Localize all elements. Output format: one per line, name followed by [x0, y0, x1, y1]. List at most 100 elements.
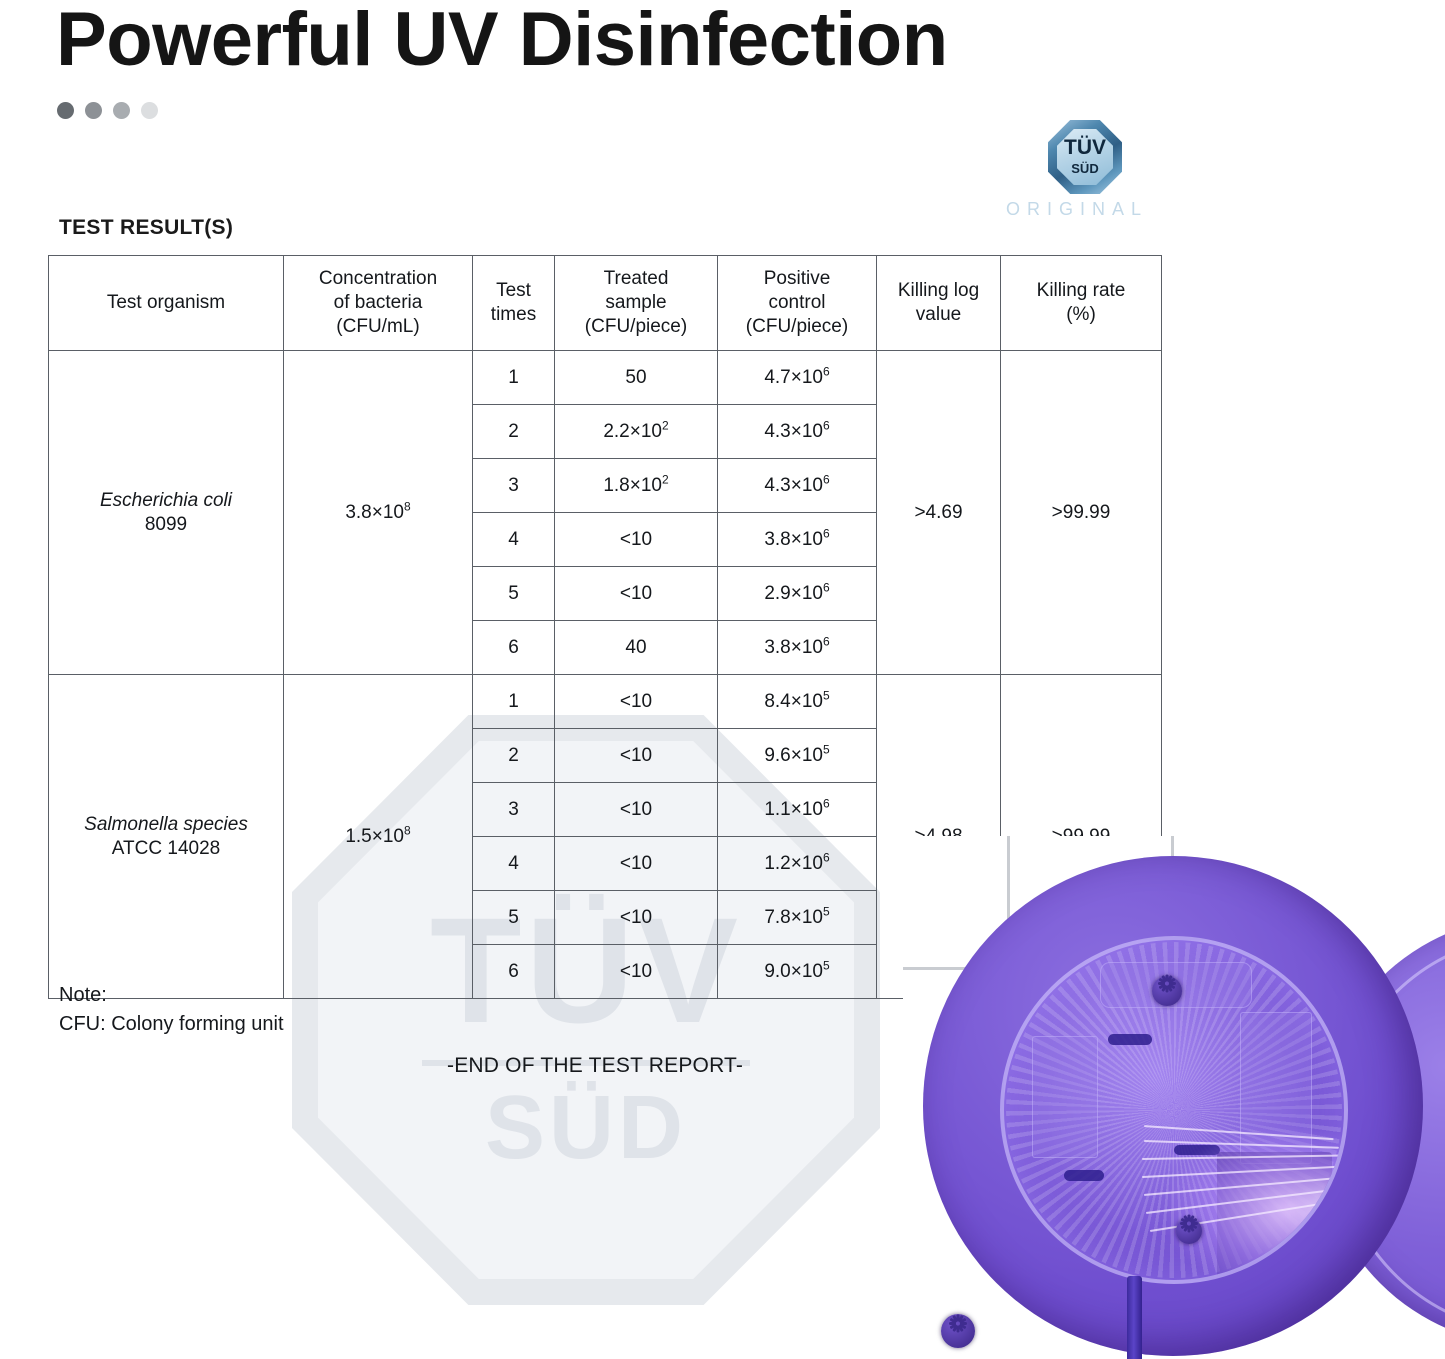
positive-control-cell: 7.8×105	[717, 890, 877, 945]
treated-sample-value: <10	[619, 798, 653, 820]
note-label: Note:	[59, 984, 107, 1006]
blue-pipe-2	[1064, 1170, 1104, 1181]
dot-2[interactable]	[85, 102, 102, 119]
killing-rate-cell: >99.99	[1000, 350, 1162, 675]
treated-sample-value: <10	[619, 690, 653, 712]
test-time-cell: 5	[472, 890, 555, 945]
exponent: 8	[403, 823, 411, 838]
dot-4[interactable]	[141, 102, 158, 119]
test-time-cell: 6	[472, 620, 555, 675]
treated-sample-value: 50	[625, 366, 647, 388]
treated-sample-cell: <10	[554, 836, 718, 891]
table-row: 4 <10 1.2×106	[49, 836, 1162, 891]
column-header-7: Killing rate (%)	[1000, 255, 1162, 351]
device-stem	[1127, 1276, 1142, 1359]
exponent: 5	[822, 904, 830, 919]
column-header-3: Test times	[472, 255, 555, 351]
positive-control-value: 8.4×105	[764, 688, 830, 712]
positive-control-cell: 8.4×105	[717, 674, 877, 729]
table-row: 5 <10 7.8×105	[49, 890, 1162, 945]
table-row: 6 40 3.8×106	[49, 620, 1162, 675]
positive-control-value: 3.8×106	[764, 526, 830, 550]
treated-sample-cell: <10	[554, 512, 718, 567]
exponent: 6	[822, 580, 830, 595]
positive-control-cell: 4.7×106	[717, 350, 877, 405]
column-header-line: sample	[605, 292, 667, 313]
organism-name: Salmonella species	[84, 813, 248, 835]
treated-sample-cell: <10	[554, 566, 718, 621]
column-header-line: control	[768, 292, 826, 313]
organism-strain: 8099	[144, 513, 188, 535]
positive-control-value: 7.8×105	[764, 904, 830, 928]
test-time-cell: 5	[472, 566, 555, 621]
organism-cell: Salmonella species ATCC 14028	[48, 674, 284, 999]
column-header-line: (CFU/mL)	[336, 316, 420, 337]
positive-control-value: 4.3×106	[764, 418, 830, 442]
treated-sample-cell: <10	[554, 890, 718, 945]
note-text: CFU: Colony forming unit	[59, 1013, 284, 1035]
exponent: 5	[822, 958, 830, 973]
transparent-lid	[1000, 936, 1348, 1284]
positive-control-cell: 2.9×106	[717, 566, 877, 621]
exponent: 6	[822, 796, 830, 811]
exponent: 6	[822, 526, 830, 541]
treated-sample-value: 40	[625, 636, 647, 658]
table-row: 6 <10 9.0×105	[49, 944, 1162, 999]
positive-control-cell: 1.2×106	[717, 836, 877, 891]
exponent: 6	[822, 472, 830, 487]
column-header-2: Concentration of bacteria (CFU/mL)	[283, 255, 473, 351]
table-row: 3 <10 1.1×106	[49, 782, 1162, 837]
positive-control-value: 9.6×105	[764, 742, 830, 766]
column-header-1: Test organism	[48, 255, 284, 351]
column-header-line: Test organism	[106, 292, 226, 313]
watermark-sud-label: SÜD	[484, 1078, 688, 1178]
test-time-cell: 4	[472, 512, 555, 567]
treated-sample-value: <10	[619, 528, 653, 550]
column-header-line: Test	[496, 280, 531, 301]
badge-sud-label: SÜD	[1071, 161, 1099, 176]
positive-control-cell: 1.1×106	[717, 782, 877, 837]
exponent: 6	[822, 418, 830, 433]
treated-sample-cell: <10	[554, 782, 718, 837]
badge-tuv-label: TÜV	[1064, 136, 1106, 159]
treated-sample-value: <10	[619, 906, 653, 928]
test-results-table: Test organism Concentration of bacteria (CF…	[48, 255, 1162, 999]
exponent: 5	[822, 742, 830, 757]
tile-grout-vertical-1	[1007, 836, 1010, 968]
product-photo	[903, 836, 1445, 1359]
badge-original-label: ORIGINAL	[1006, 199, 1149, 219]
concentration-value: 3.8×108	[345, 499, 411, 523]
positive-control-cell: 4.3×106	[717, 458, 877, 513]
table-header-row: Test organism Concentration of bacteria (CF…	[48, 255, 1162, 351]
internal-panel-left	[1032, 1036, 1098, 1158]
positive-control-cell: 3.8×106	[717, 512, 877, 567]
test-results-heading: TEST RESULT(S)	[59, 216, 234, 239]
table-note: Note: CFU: Colony forming unit	[59, 981, 284, 1039]
column-header-line: Treated	[603, 268, 669, 289]
dot-3[interactable]	[113, 102, 130, 119]
table-row: Escherichia coli 8099 3.8×108 1 50 4.7×106 >4.…	[48, 350, 1162, 675]
column-header-line: Positive	[763, 268, 831, 289]
column-header-line: times	[490, 304, 537, 325]
tuv-sud-badge-icon: TÜV SÜD	[1048, 120, 1122, 194]
treated-sample-value: <10	[619, 744, 653, 766]
organism-strain: ATCC 14028	[111, 837, 221, 859]
column-header-6: Killing log value	[876, 255, 1001, 351]
carousel-dots[interactable]	[57, 102, 158, 119]
treated-sample-cell: 2.2×102	[554, 404, 718, 459]
dot-1[interactable]	[57, 102, 74, 119]
positive-control-cell: 3.8×106	[717, 620, 877, 675]
column-header-5: Positive control (CFU/piece)	[717, 255, 877, 351]
treated-sample-cell: 1.8×102	[554, 458, 718, 513]
positive-control-cell: 4.3×106	[717, 404, 877, 459]
exponent: 6	[822, 634, 830, 649]
positive-control-cell: 9.6×105	[717, 728, 877, 783]
treated-sample-cell: <10	[554, 674, 718, 729]
blue-pipe-1	[1108, 1034, 1152, 1045]
test-time-cell: 4	[472, 836, 555, 891]
positive-control-value: 2.9×106	[764, 580, 830, 604]
exponent: 6	[822, 364, 830, 379]
exponent: 5	[822, 688, 830, 703]
virus-particle	[1176, 1214, 1202, 1244]
